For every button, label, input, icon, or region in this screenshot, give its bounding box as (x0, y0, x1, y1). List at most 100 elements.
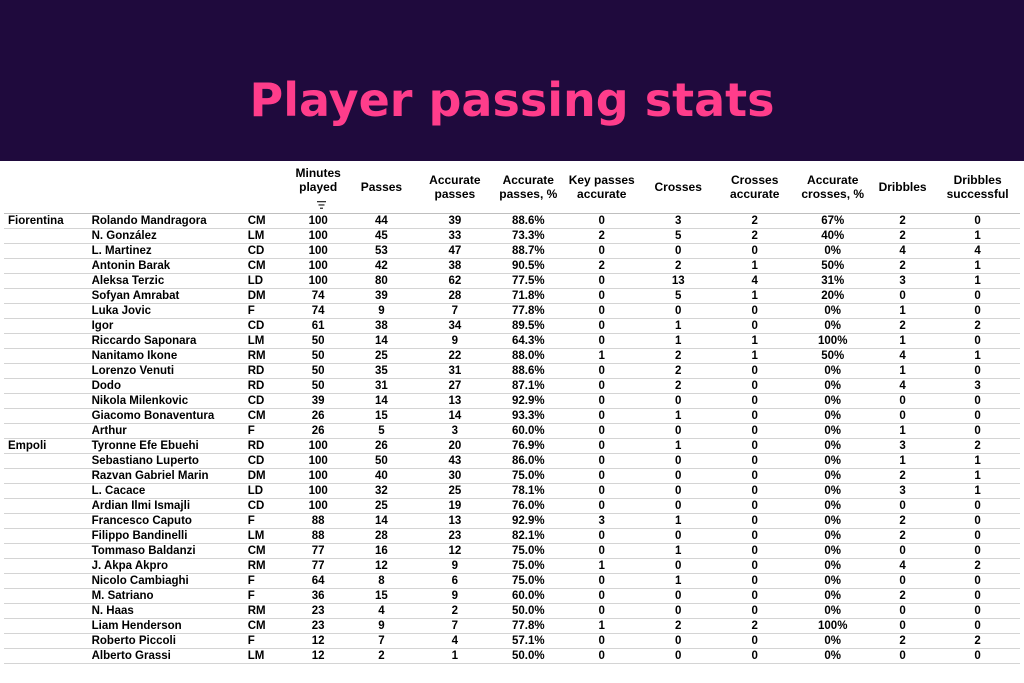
passes-header[interactable]: Passes (348, 161, 415, 214)
key-passes-cell: 0 (560, 363, 643, 379)
minutes-header-label: Minutes played (295, 166, 341, 194)
accurate-crosses-pct-cell: 0% (795, 633, 870, 649)
accurate-crosses-pct-cell: 20% (795, 288, 870, 304)
dribbles-successful-cell: 0 (935, 333, 1020, 349)
crosses-accurate-cell: 1 (713, 258, 796, 274)
minutes-cell: 100 (287, 483, 349, 499)
dribbles-successful-header[interactable]: Dribbles successful (935, 161, 1020, 214)
minutes-cell: 74 (287, 303, 349, 319)
player-cell: Alberto Grassi (85, 648, 244, 664)
passes-cell: 44 (348, 213, 415, 229)
crosses-accurate-header[interactable]: Crosses accurate (713, 161, 796, 214)
player-cell: Rolando Mandragora (85, 213, 244, 229)
player-cell: Aleksa Terzic (85, 273, 244, 289)
key-passes-cell: 2 (560, 228, 643, 244)
passes-cell: 9 (348, 303, 415, 319)
key-passes-cell: 0 (560, 288, 643, 304)
crosses-accurate-cell: 0 (713, 438, 796, 454)
passes-cell: 4 (348, 603, 415, 619)
position-cell: CM (243, 213, 288, 229)
crosses-accurate-cell: 4 (713, 273, 796, 289)
crosses-accurate-cell: 0 (713, 393, 796, 409)
minutes-cell: 12 (287, 648, 349, 664)
player-cell: Antonin Barak (85, 258, 244, 274)
accurate-passes-cell: 62 (414, 273, 496, 289)
position-cell: F (243, 573, 288, 589)
crosses-accurate-cell: 0 (713, 243, 796, 259)
accurate-crosses-pct-header[interactable]: Accurate crosses, % (795, 161, 870, 214)
accurate-passes-cell: 43 (414, 453, 496, 469)
crosses-cell: 13 (642, 273, 714, 289)
dribbles-successful-cell: 1 (935, 453, 1020, 469)
position-cell: F (243, 513, 288, 529)
accurate-passes-cell: 19 (414, 498, 496, 514)
team-cell (4, 303, 86, 319)
dribbles-successful-cell: 3 (935, 378, 1020, 394)
team-cell (4, 513, 86, 529)
position-cell: DM (243, 288, 288, 304)
passes-cell: 31 (348, 378, 415, 394)
sort-descending-icon[interactable] (316, 198, 326, 209)
dribbles-header[interactable]: Dribbles (869, 161, 936, 214)
accurate-crosses-pct-cell: 67% (795, 213, 870, 229)
minutes-cell: 100 (287, 213, 349, 229)
dribbles-successful-cell: 0 (935, 408, 1020, 424)
minutes-cell: 100 (287, 243, 349, 259)
accurate-passes-cell: 7 (414, 618, 496, 634)
minutes-cell: 100 (287, 228, 349, 244)
crosses-accurate-cell: 2 (713, 213, 796, 229)
crosses-cell: 0 (642, 393, 714, 409)
table-row: Dodo RD 50 31 27 87.1% 0 2 0 0% 4 3 (4, 378, 1020, 394)
team-cell: Fiorentina (4, 213, 86, 229)
accurate-passes-pct-cell: 90.5% (495, 258, 561, 274)
team-cell (4, 468, 86, 484)
crosses-accurate-cell: 2 (713, 618, 796, 634)
key-passes-cell: 0 (560, 213, 643, 229)
table-row: Nanitamo Ikone RM 50 25 22 88.0% 1 2 1 50% 4 1 (4, 348, 1020, 364)
player-cell: Luka Jovic (85, 303, 244, 319)
dribbles-successful-cell: 0 (935, 543, 1020, 559)
table-row: Tommaso Baldanzi CM 77 16 12 75.0% 0 1 0 0% 0 0 (4, 543, 1020, 559)
position-cell: RM (243, 603, 288, 619)
team-cell (4, 633, 86, 649)
accurate-passes-header[interactable]: Accurate passes (414, 161, 496, 214)
accurate-passes-cell: 6 (414, 573, 496, 589)
passes-cell: 2 (348, 648, 415, 664)
crosses-accurate-cell: 2 (713, 228, 796, 244)
table-row: Aleksa Terzic LD 100 80 62 77.5% 0 13 4 31% 3 1 (4, 273, 1020, 289)
player-cell: Nikola Milenkovic (85, 393, 244, 409)
accurate-passes-pct-cell: 77.8% (495, 618, 561, 634)
position-cell: CM (243, 618, 288, 634)
dribbles-cell: 3 (869, 438, 936, 454)
accurate-passes-cell: 39 (414, 213, 496, 229)
table-row: Riccardo Saponara LM 50 14 9 64.3% 0 1 1 100% 1 0 (4, 333, 1020, 349)
crosses-cell: 0 (642, 468, 714, 484)
minutes-cell: 39 (287, 393, 349, 409)
minutes-cell: 100 (287, 468, 349, 484)
minutes-cell: 77 (287, 558, 349, 574)
minutes-cell: 50 (287, 333, 349, 349)
team-cell (4, 453, 86, 469)
minutes-cell: 100 (287, 273, 349, 289)
crosses-cell: 1 (642, 513, 714, 529)
passes-cell: 16 (348, 543, 415, 559)
accurate-crosses-pct-cell: 0% (795, 318, 870, 334)
accurate-crosses-pct-cell: 0% (795, 303, 870, 319)
minutes-header[interactable]: Minutes played (287, 161, 349, 214)
crosses-accurate-cell: 0 (713, 303, 796, 319)
minutes-cell: 100 (287, 453, 349, 469)
dribbles-successful-cell: 0 (935, 213, 1020, 229)
crosses-cell: 1 (642, 573, 714, 589)
table-row: Luka Jovic F 74 9 7 77.8% 0 0 0 0% 1 0 (4, 303, 1020, 319)
accurate-passes-cell: 9 (414, 333, 496, 349)
crosses-header[interactable]: Crosses (642, 161, 714, 214)
dribbles-successful-cell: 1 (935, 348, 1020, 364)
table-row: N. González LM 100 45 33 73.3% 2 5 2 40% 2 1 (4, 228, 1020, 244)
dribbles-cell: 2 (869, 213, 936, 229)
header-row: Minutes played Passes Accurate passes Ac… (4, 161, 1020, 214)
dribbles-successful-cell: 1 (935, 483, 1020, 499)
key-passes-header[interactable]: Key passes accurate (560, 161, 643, 214)
table-row: Igor CD 61 38 34 89.5% 0 1 0 0% 2 2 (4, 318, 1020, 334)
crosses-cell: 0 (642, 648, 714, 664)
accurate-passes-pct-header[interactable]: Accurate passes, % (495, 161, 561, 214)
